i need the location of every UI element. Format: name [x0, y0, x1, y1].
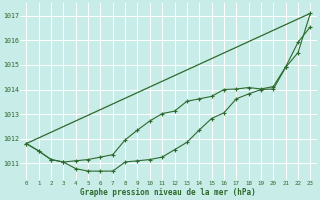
X-axis label: Graphe pression niveau de la mer (hPa): Graphe pression niveau de la mer (hPa)	[80, 188, 256, 197]
